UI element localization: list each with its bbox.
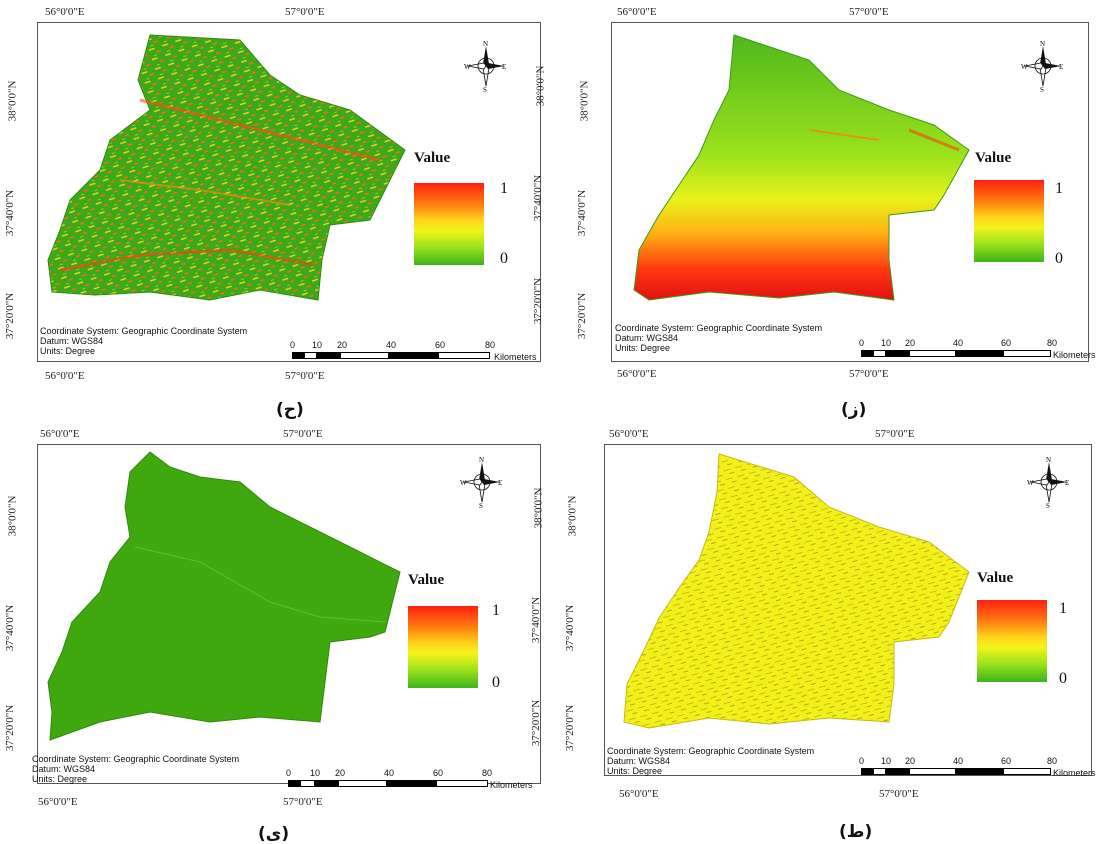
north-arrow: N S W E — [1027, 456, 1071, 510]
top-lon-label: 57°0'0"E — [283, 428, 323, 440]
panel-caption: (ح) — [276, 400, 304, 420]
scale-bar: 0 10 20 40 60 80 Kilometers — [859, 338, 1096, 360]
compass-w: W — [1027, 479, 1034, 487]
ridge-highlight — [139, 98, 381, 162]
bottom-lon-label: 57°0'0"E — [283, 796, 323, 808]
legend-high-value: 1 — [1055, 180, 1063, 197]
compass-n: N — [1040, 40, 1045, 48]
compass-e: E — [498, 479, 502, 487]
compass-rose-icon: N S W E — [460, 456, 502, 510]
legend-title: Value — [408, 572, 445, 588]
north-arrow: N S W E — [464, 40, 508, 94]
map-info: Coordinate System: Geographic Coordinate… — [615, 323, 822, 353]
top-lon-label: 57°0'0"E — [875, 428, 915, 440]
info-line: Coordinate System: Geographic Coordinate… — [32, 754, 240, 764]
compass-s: S — [483, 86, 487, 92]
compass-rose-icon: N S W E — [1027, 456, 1069, 510]
legend-high-value: 1 — [1059, 600, 1067, 617]
info-line: Datum: WGS84 — [615, 333, 679, 343]
panel-caption: (ی) — [258, 824, 290, 844]
legend-title: Value — [977, 570, 1014, 586]
info-line: Datum: WGS84 — [607, 756, 671, 766]
map-info: Coordinate System: Geographic Coordinate… — [40, 326, 247, 356]
info-line: Datum: WGS84 — [40, 336, 104, 346]
map-panel-3: 56°0'0"E 57°0'0"E 56°0'0"E 57°0'0"E 38°0… — [0, 422, 548, 844]
info-line: Units: Degree — [32, 774, 88, 784]
scale-bar: 0 10 20 40 60 80 Kilometers — [859, 756, 1096, 778]
ridge-highlight — [908, 128, 960, 152]
ridge-highlight — [59, 248, 316, 272]
study-area-polygon — [47, 451, 401, 741]
top-lon-label: 56°0'0"E — [609, 428, 649, 440]
info-line: Units: Degree — [607, 766, 663, 776]
top-lon-label: 56°0'0"E — [40, 428, 80, 440]
legend-high-value: 1 — [492, 602, 500, 619]
top-lon-label: 56°0'0"E — [617, 6, 657, 18]
legend-color-ramp — [977, 600, 1047, 682]
bottom-lon-label: 56°0'0"E — [45, 370, 85, 382]
legend-color-ramp — [408, 606, 478, 688]
ridge-highlight — [808, 129, 880, 141]
north-arrow: N S W E — [460, 456, 504, 510]
study-area-polygon — [47, 34, 406, 301]
compass-e: E — [1065, 479, 1069, 487]
study-area-polygon — [633, 34, 970, 301]
bottom-lon-label: 57°0'0"E — [849, 368, 889, 380]
compass-w: W — [1021, 63, 1028, 71]
compass-s: S — [1040, 86, 1044, 92]
compass-n: N — [483, 40, 488, 48]
info-line: Coordinate System: Geographic Coordinate… — [607, 746, 815, 756]
legend-title: Value — [975, 150, 1012, 166]
info-line: Datum: WGS84 — [32, 764, 96, 774]
legend-low-value: 0 — [492, 674, 500, 691]
legend-low-value: 0 — [500, 250, 508, 267]
top-lon-label: 57°0'0"E — [285, 6, 325, 18]
bottom-lon-label: 56°0'0"E — [617, 368, 657, 380]
scale-bar: 0 10 20 40 60 80 Kilometers — [290, 340, 537, 362]
map-panel-1: 56°0'0"E 57°0'0"E 56°0'0"E 57°0'0"E 38°0… — [0, 0, 548, 422]
map-info: Coordinate System: Geographic Coordinate… — [32, 754, 239, 784]
top-lon-label: 56°0'0"E — [45, 6, 85, 18]
study-area-map — [47, 451, 401, 741]
legend-color-ramp — [414, 183, 484, 265]
info-line: Coordinate System: Geographic Coordinate… — [615, 323, 823, 333]
legend-high-value: 1 — [500, 180, 508, 197]
study-area-map — [623, 453, 970, 729]
legend-low-value: 0 — [1055, 250, 1063, 267]
info-line: Units: Degree — [40, 346, 96, 356]
map-info: Coordinate System: Geographic Coordinate… — [607, 746, 814, 776]
bottom-lon-label: 56°0'0"E — [38, 796, 78, 808]
ridge-highlight — [119, 179, 291, 206]
bottom-lon-label: 56°0'0"E — [619, 788, 659, 800]
study-area-polygon — [623, 453, 970, 729]
compass-s: S — [479, 502, 483, 508]
scale-bar: 0 10 20 40 60 80 Kilometers — [286, 768, 533, 790]
bottom-lon-label: 57°0'0"E — [879, 788, 919, 800]
legend-color-ramp — [974, 180, 1044, 262]
legend-title: Value — [414, 150, 451, 166]
compass-w: W — [460, 479, 467, 487]
study-area-map — [47, 34, 406, 301]
study-area-map — [633, 34, 970, 301]
compass-n: N — [1046, 456, 1051, 464]
map-panel-2: 56°0'0"E 57°0'0"E 56°0'0"E 57°0'0"E 38°0… — [549, 0, 1097, 422]
compass-s: S — [1046, 502, 1050, 508]
compass-w: W — [464, 63, 471, 71]
drainage-line — [134, 546, 386, 623]
top-lon-label: 57°0'0"E — [849, 6, 889, 18]
compass-e: E — [1059, 63, 1063, 71]
compass-e: E — [502, 63, 506, 71]
compass-n: N — [479, 456, 484, 464]
compass-rose-icon: N S W E — [1021, 40, 1063, 94]
info-line: Coordinate System: Geographic Coordinate… — [40, 326, 248, 336]
panel-caption: (ط) — [839, 822, 873, 842]
legend-low-value: 0 — [1059, 670, 1067, 687]
compass-rose-icon: N S W E — [464, 40, 506, 94]
map-panel-4: 56°0'0"E 57°0'0"E 56°0'0"E 57°0'0"E 38°0… — [549, 422, 1097, 844]
info-line: Units: Degree — [615, 343, 671, 353]
panel-caption: (ز) — [841, 400, 867, 420]
bottom-lon-label: 57°0'0"E — [285, 370, 325, 382]
north-arrow: N S W E — [1021, 40, 1065, 94]
